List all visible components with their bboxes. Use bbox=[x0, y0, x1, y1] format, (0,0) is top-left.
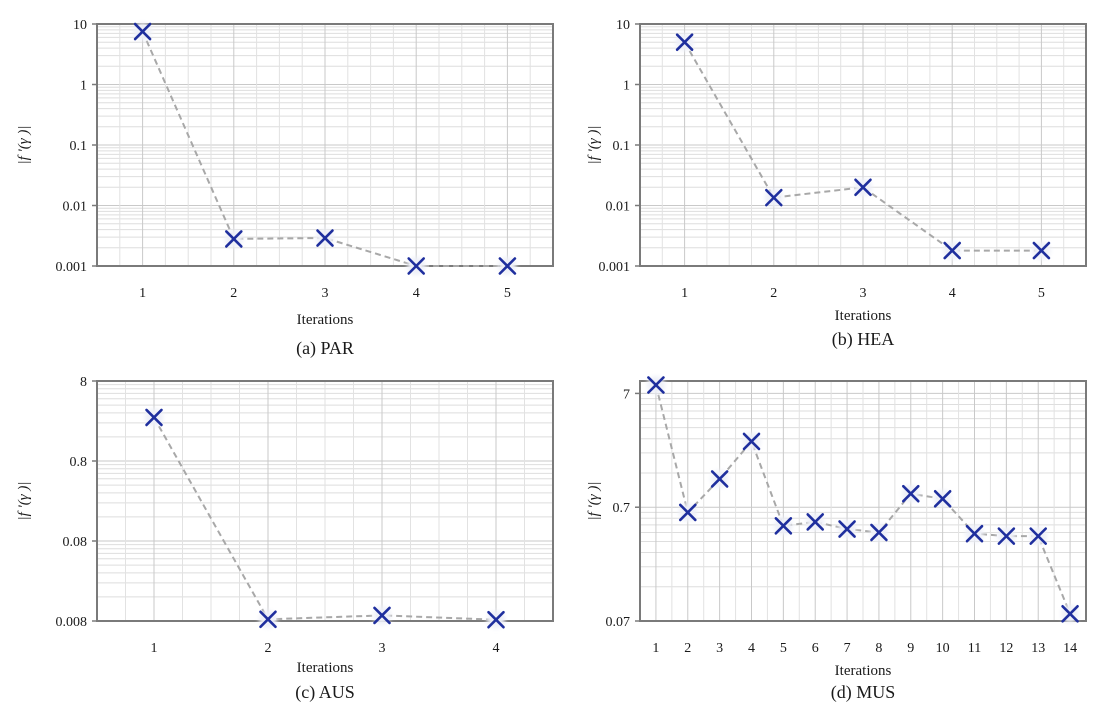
data-point-marker bbox=[806, 513, 825, 531]
x-axis-title: Iterations bbox=[835, 663, 892, 679]
plot-frame bbox=[639, 380, 1087, 622]
panel-caption: (c) AUS bbox=[295, 682, 355, 703]
chart-panel-mus: 0.070.771 2 3 4 5 6 7 8 9 10 11 12 13 14Iterations|f … bbox=[586, 376, 1087, 703]
x-tick-label: 9 bbox=[907, 641, 914, 656]
y-axis-title: |f '(γ )| bbox=[16, 125, 32, 164]
x-tick-label: 3 bbox=[716, 641, 723, 656]
x-tick-label: 4 bbox=[493, 641, 500, 656]
y-tick-label: 0.1 bbox=[613, 139, 631, 154]
y-tick-label: 0.001 bbox=[599, 260, 631, 275]
x-tick-label: 7 bbox=[844, 641, 851, 656]
grid bbox=[96, 380, 554, 622]
data-point-marker bbox=[997, 527, 1016, 545]
data-point-marker bbox=[225, 230, 243, 248]
x-tick-label: 5 bbox=[780, 641, 787, 656]
y-tick-label: 0.001 bbox=[56, 260, 88, 275]
x-axis-title: Iterations bbox=[297, 312, 354, 328]
chart-panel-par: 0.001 0.01 0.1 1 10 1 2 3 4 5 Iterations |f '(γ )| (… bbox=[16, 18, 554, 359]
y-tick-label: 8 bbox=[80, 375, 87, 390]
data-point-marker bbox=[407, 257, 426, 275]
x-tick-label: 3 bbox=[860, 286, 867, 301]
grid bbox=[639, 381, 1087, 622]
plot-frame bbox=[96, 380, 554, 622]
x-tick-label: 3 bbox=[379, 641, 386, 656]
data-point-marker bbox=[498, 257, 517, 275]
x-tick-label: 4 bbox=[413, 286, 420, 301]
x-tick-label: 4 bbox=[748, 641, 755, 656]
data-point-marker bbox=[259, 610, 277, 629]
data-point-marker bbox=[965, 524, 984, 543]
data-point-marker bbox=[647, 376, 665, 394]
y-axis-title: |f '(γ )| bbox=[16, 481, 32, 520]
data-point-marker bbox=[764, 188, 783, 207]
y-tick-label: 10 bbox=[73, 18, 87, 33]
x-tick-label: 1 bbox=[681, 286, 688, 301]
x-tick-label: 2 bbox=[770, 286, 777, 301]
x-tick-label: 11 bbox=[968, 641, 981, 656]
x-tick-label: 2 bbox=[265, 641, 272, 656]
data-point-marker bbox=[487, 610, 505, 629]
data-point-marker bbox=[901, 484, 920, 503]
x-tick-label: 2 bbox=[684, 641, 691, 656]
data-point-marker bbox=[678, 503, 697, 522]
data-point-marker bbox=[774, 517, 793, 535]
y-axis-title: |f '(γ )| bbox=[586, 125, 602, 164]
data-point-marker bbox=[145, 408, 163, 427]
data-point-marker bbox=[933, 489, 952, 508]
panel-caption: (a) PAR bbox=[296, 338, 354, 359]
panel-caption: (d) MUS bbox=[831, 682, 896, 703]
x-tick-label: 12 bbox=[999, 641, 1013, 656]
data-point-marker bbox=[675, 33, 694, 52]
data-point-marker bbox=[1029, 527, 1048, 545]
y-tick-label: 0.01 bbox=[63, 200, 88, 215]
x-tick-label: 13 bbox=[1031, 641, 1045, 656]
y-tick-label: 1 bbox=[80, 79, 87, 94]
data-point-marker bbox=[133, 22, 152, 41]
x-tick-label: 5 bbox=[504, 286, 511, 301]
x-tick-label: 3 bbox=[322, 286, 329, 301]
data-point-marker bbox=[1032, 241, 1051, 260]
y-tick-label: 0.7 bbox=[613, 501, 631, 516]
data-point-marker bbox=[870, 523, 888, 542]
x-tick-label: 1 bbox=[652, 641, 659, 656]
x-tick-label: 2 bbox=[230, 286, 237, 301]
y-tick-label: 0.08 bbox=[63, 535, 88, 550]
data-point-marker bbox=[373, 606, 391, 625]
chart-panel-hea: 0.001 0.01 0.1 1 10 1 2 3 4 5 Iterations |f '(γ )| (… bbox=[586, 18, 1087, 350]
data-point-marker bbox=[316, 229, 334, 247]
data-point-marker bbox=[710, 470, 729, 488]
x-tick-label: 6 bbox=[812, 641, 819, 656]
y-tick-label: 7 bbox=[623, 387, 630, 402]
data-point-marker bbox=[742, 432, 761, 451]
y-tick-label: 0.07 bbox=[606, 615, 631, 630]
y-tick-label: 0.01 bbox=[606, 200, 631, 215]
panel-caption: (b) HEA bbox=[832, 329, 894, 350]
y-tick-label: 0.8 bbox=[70, 455, 88, 470]
series-line bbox=[153, 417, 497, 621]
grid bbox=[639, 23, 1087, 267]
data-point-marker bbox=[854, 178, 872, 197]
data-point-marker bbox=[943, 241, 962, 260]
data-point-marker bbox=[838, 520, 856, 538]
y-axis-title: |f '(γ )| bbox=[586, 481, 602, 520]
x-tick-label: 8 bbox=[875, 641, 882, 656]
y-tick-label: 0.1 bbox=[70, 139, 88, 154]
y-tick-label: 10 bbox=[616, 18, 630, 33]
series-line bbox=[141, 31, 508, 267]
x-tick-label: 14 bbox=[1063, 641, 1077, 656]
x-tick-label: 1 bbox=[151, 641, 158, 656]
x-tick-label: 1 bbox=[139, 286, 146, 301]
x-axis-title: Iterations bbox=[297, 660, 354, 676]
x-tick-label: 4 bbox=[949, 286, 956, 301]
data-point-marker bbox=[1061, 604, 1079, 623]
chart-panel-aus: 0.008 0.08 0.8 8 1 2 3 4 Iterations |f '(γ )| (c) … bbox=[16, 375, 554, 703]
y-tick-label: 0.008 bbox=[56, 615, 88, 630]
x-axis-title: Iterations bbox=[835, 308, 892, 324]
x-tick-label: 5 bbox=[1038, 286, 1045, 301]
y-tick-label: 1 bbox=[623, 79, 630, 94]
x-tick-label: 10 bbox=[936, 641, 950, 656]
